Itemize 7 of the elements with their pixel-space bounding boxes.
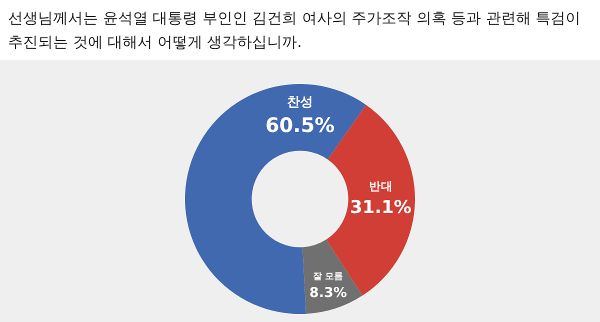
data-label: 8.3% bbox=[309, 284, 348, 301]
slice-label: 반대 bbox=[368, 179, 393, 194]
slice-label: 잘 모름 bbox=[313, 272, 344, 282]
data-label: 60.5% bbox=[265, 112, 335, 137]
data-label: 31.1% bbox=[350, 198, 412, 218]
slice-label: 찬성 bbox=[287, 94, 313, 110]
chart-title: 선생님께서는 윤석열 대통령 부인인 김건희 여사의 주가조작 의혹 등과 관련해 특검이 추진되는 것에 대해서 어떻게 생각하십니까. bbox=[7, 8, 582, 53]
